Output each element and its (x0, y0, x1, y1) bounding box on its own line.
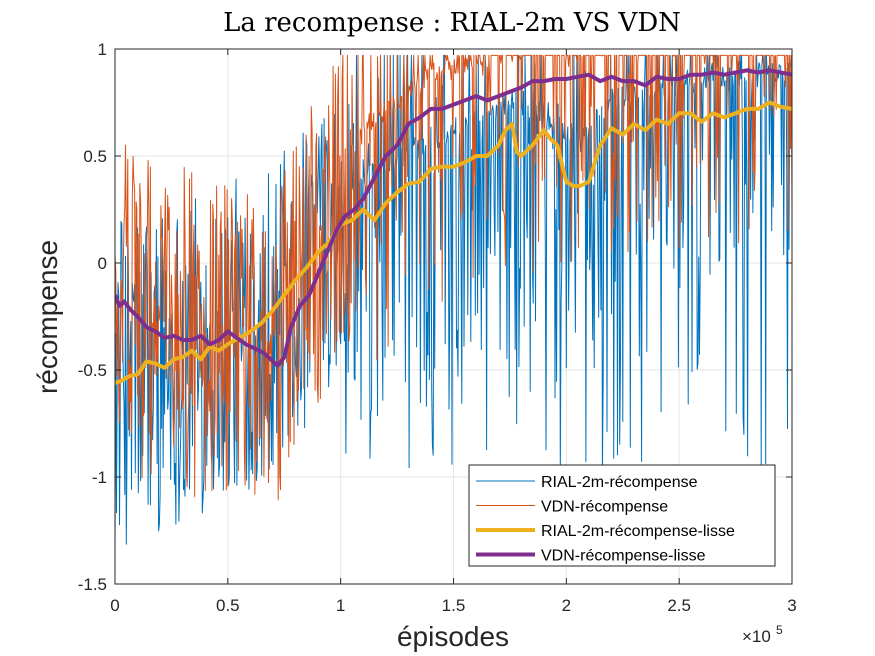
y-tick-label: -1 (92, 468, 107, 487)
series-line-2 (115, 54, 792, 501)
y-tick-label: 1 (98, 40, 107, 59)
x-tick-label: 3 (787, 596, 796, 615)
series-line-3 (115, 100, 792, 385)
legend-label: VDN-récompense (541, 499, 668, 516)
legend-label: VDN-récompense-lisse (541, 548, 706, 565)
series-line-4 (115, 68, 792, 368)
x-axis-label: épisodes (397, 621, 509, 652)
y-tick-label: -1.5 (78, 575, 107, 594)
y-tick-label: 0 (98, 254, 107, 273)
chart-title: La recompense : RIAL-2m VS VDN (223, 8, 681, 38)
x-tick-label: 0 (110, 596, 119, 615)
legend: RIAL-2m-récompense VDN-récompense RIAL-2m-… (468, 464, 776, 567)
legend-box (468, 464, 776, 567)
ticks (114, 48, 793, 585)
x-tick-label: 2.5 (667, 596, 691, 615)
x-tick-label: 0.5 (216, 596, 240, 615)
x-tick-label: 2 (562, 596, 571, 615)
x-multiplier-exponent: 5 (776, 623, 783, 637)
x-tick-label: 1 (336, 596, 345, 615)
x-multiplier-base: ×10 (742, 627, 771, 646)
tick-labels: 0 0.5 1 1.5 2 2.5 3 -1.5 -1 -0.5 0 0.5 1 (78, 40, 797, 615)
x-tick-label: 1.5 (442, 596, 466, 615)
plot-area (115, 54, 792, 547)
y-tick-label: -0.5 (78, 361, 107, 380)
legend-label: RIAL-2m-récompense (541, 474, 698, 491)
x-multiplier: ×10 5 (742, 623, 783, 646)
legend-label: RIAL-2m-récompense-lisse (541, 523, 735, 540)
series-layer (115, 54, 792, 547)
y-tick-label: 0.5 (83, 147, 107, 166)
y-axis-label: récompense (32, 240, 63, 394)
